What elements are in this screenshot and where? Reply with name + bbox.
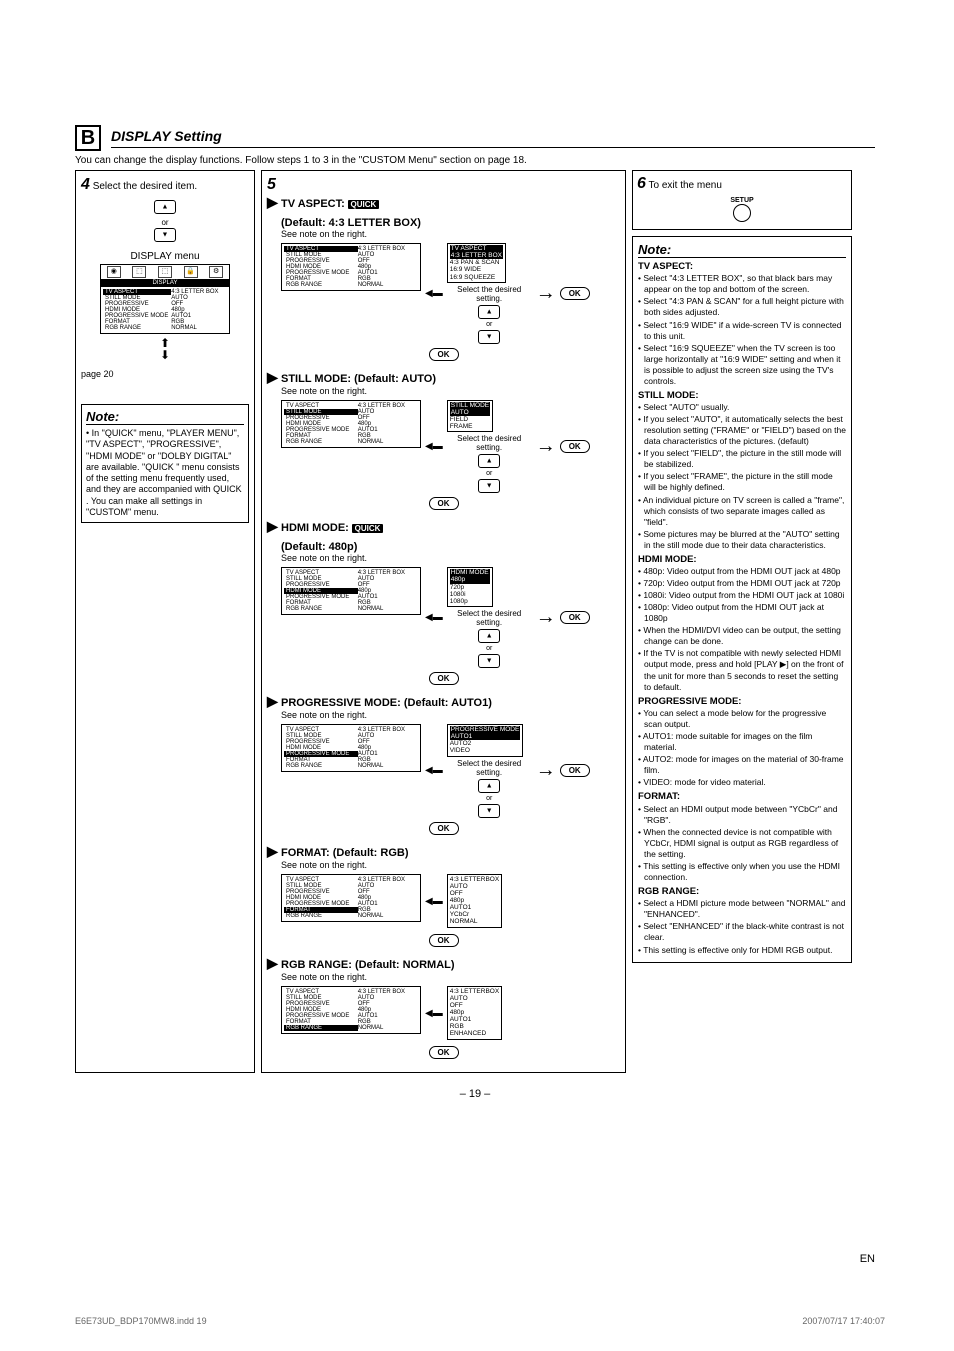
section-letter: B [75,125,101,151]
display-menu-table: TV ASPECT4:3 LETTER BOXSTILL MODEAUTOPRO… [100,286,230,334]
right-notes-box: Note: TV ASPECT:Select "4:3 LETTER BOX",… [632,236,852,963]
step-6-num: 6 [637,175,646,192]
step-5-column: 5 ▶TV ASPECT: QUICK (Default: 4:3 LETTER… [261,170,626,1073]
down-arrow-icon [154,228,176,242]
step-4-text: Select the desired item. [93,181,198,192]
lang-code: EN [860,1253,875,1265]
note-box-left: Note: • In "QUICK" menu, "PLAYER MENU", … [81,404,249,523]
intro-text: You can change the display functions. Fo… [75,155,875,166]
display-menu-label: DISPLAY menu [81,251,249,262]
page-nav-arrows: ⬆⬇ [81,337,249,361]
up-arrow-icon [154,200,176,214]
step-4-num: 4 [81,176,90,193]
setup-label: SETUP [637,197,847,204]
or-label: or [161,218,168,227]
menu-icon-bar: ◉⬚⬚🔒⚙ [100,264,230,280]
section-header: B DISPLAY Setting [75,125,875,151]
setup-button-icon [733,204,751,222]
print-footer-right: 2007/07/17 17:40:07 [802,1316,885,1326]
right-note-title: Note: [638,242,846,258]
step-6-box: 6 To exit the menu SETUP [632,170,852,230]
step-4-column: 4 Select the desired item. or DISPLAY me… [75,170,255,1073]
step-6-text: To exit the menu [649,180,722,191]
right-column: 6 To exit the menu SETUP Note: TV ASPECT… [632,170,852,1073]
print-footer-left: E6E73UD_BDP170MW8.indd 19 [75,1316,207,1326]
note-body: • In "QUICK" menu, "PLAYER MENU", "TV AS… [86,428,244,518]
step-5-num: 5 [267,176,276,193]
page: B DISPLAY Setting You can change the dis… [75,40,875,1240]
print-footer: E6E73UD_BDP170MW8.indd 19 2007/07/17 17:… [75,1316,885,1326]
section-title: DISPLAY Setting [111,128,875,148]
columns: 4 Select the desired item. or DISPLAY me… [75,170,875,1073]
note-title: Note: [86,409,244,425]
page-ref: page 20 [81,369,249,379]
page-number: – 19 – [75,1088,875,1100]
right-notes-body: TV ASPECT:Select "4:3 LETTER BOX", so th… [638,261,846,956]
